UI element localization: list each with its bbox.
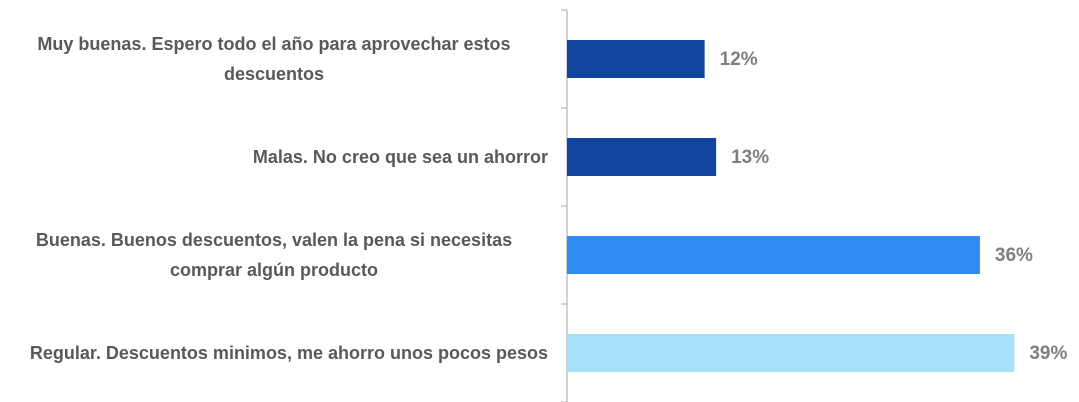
bar [567,334,1015,372]
category-row: Malas. No creo que sea un ahorror [0,108,548,206]
category-row: Regular. Descuentos minimos, me ahorro u… [0,304,548,402]
value-label: 13% [731,147,769,168]
category-row: Buenas. Buenos descuentos, valen la pena… [0,206,548,304]
category-label: Regular. Descuentos minimos, me ahorro u… [29,343,548,363]
category-label: Buenas. Buenos descuentos, valen la pena… [35,230,513,280]
value-label: 39% [1029,343,1067,364]
category-row: Muy buenas. Espero todo el año para apro… [0,10,548,108]
bar [567,236,980,274]
bar [567,138,717,176]
category-label: Malas. No creo que sea un ahorror [252,147,548,167]
value-label: 12% [720,49,758,70]
value-label: 36% [995,245,1033,266]
bar [567,40,705,78]
category-label: Muy buenas. Espero todo el año para apro… [37,34,511,84]
